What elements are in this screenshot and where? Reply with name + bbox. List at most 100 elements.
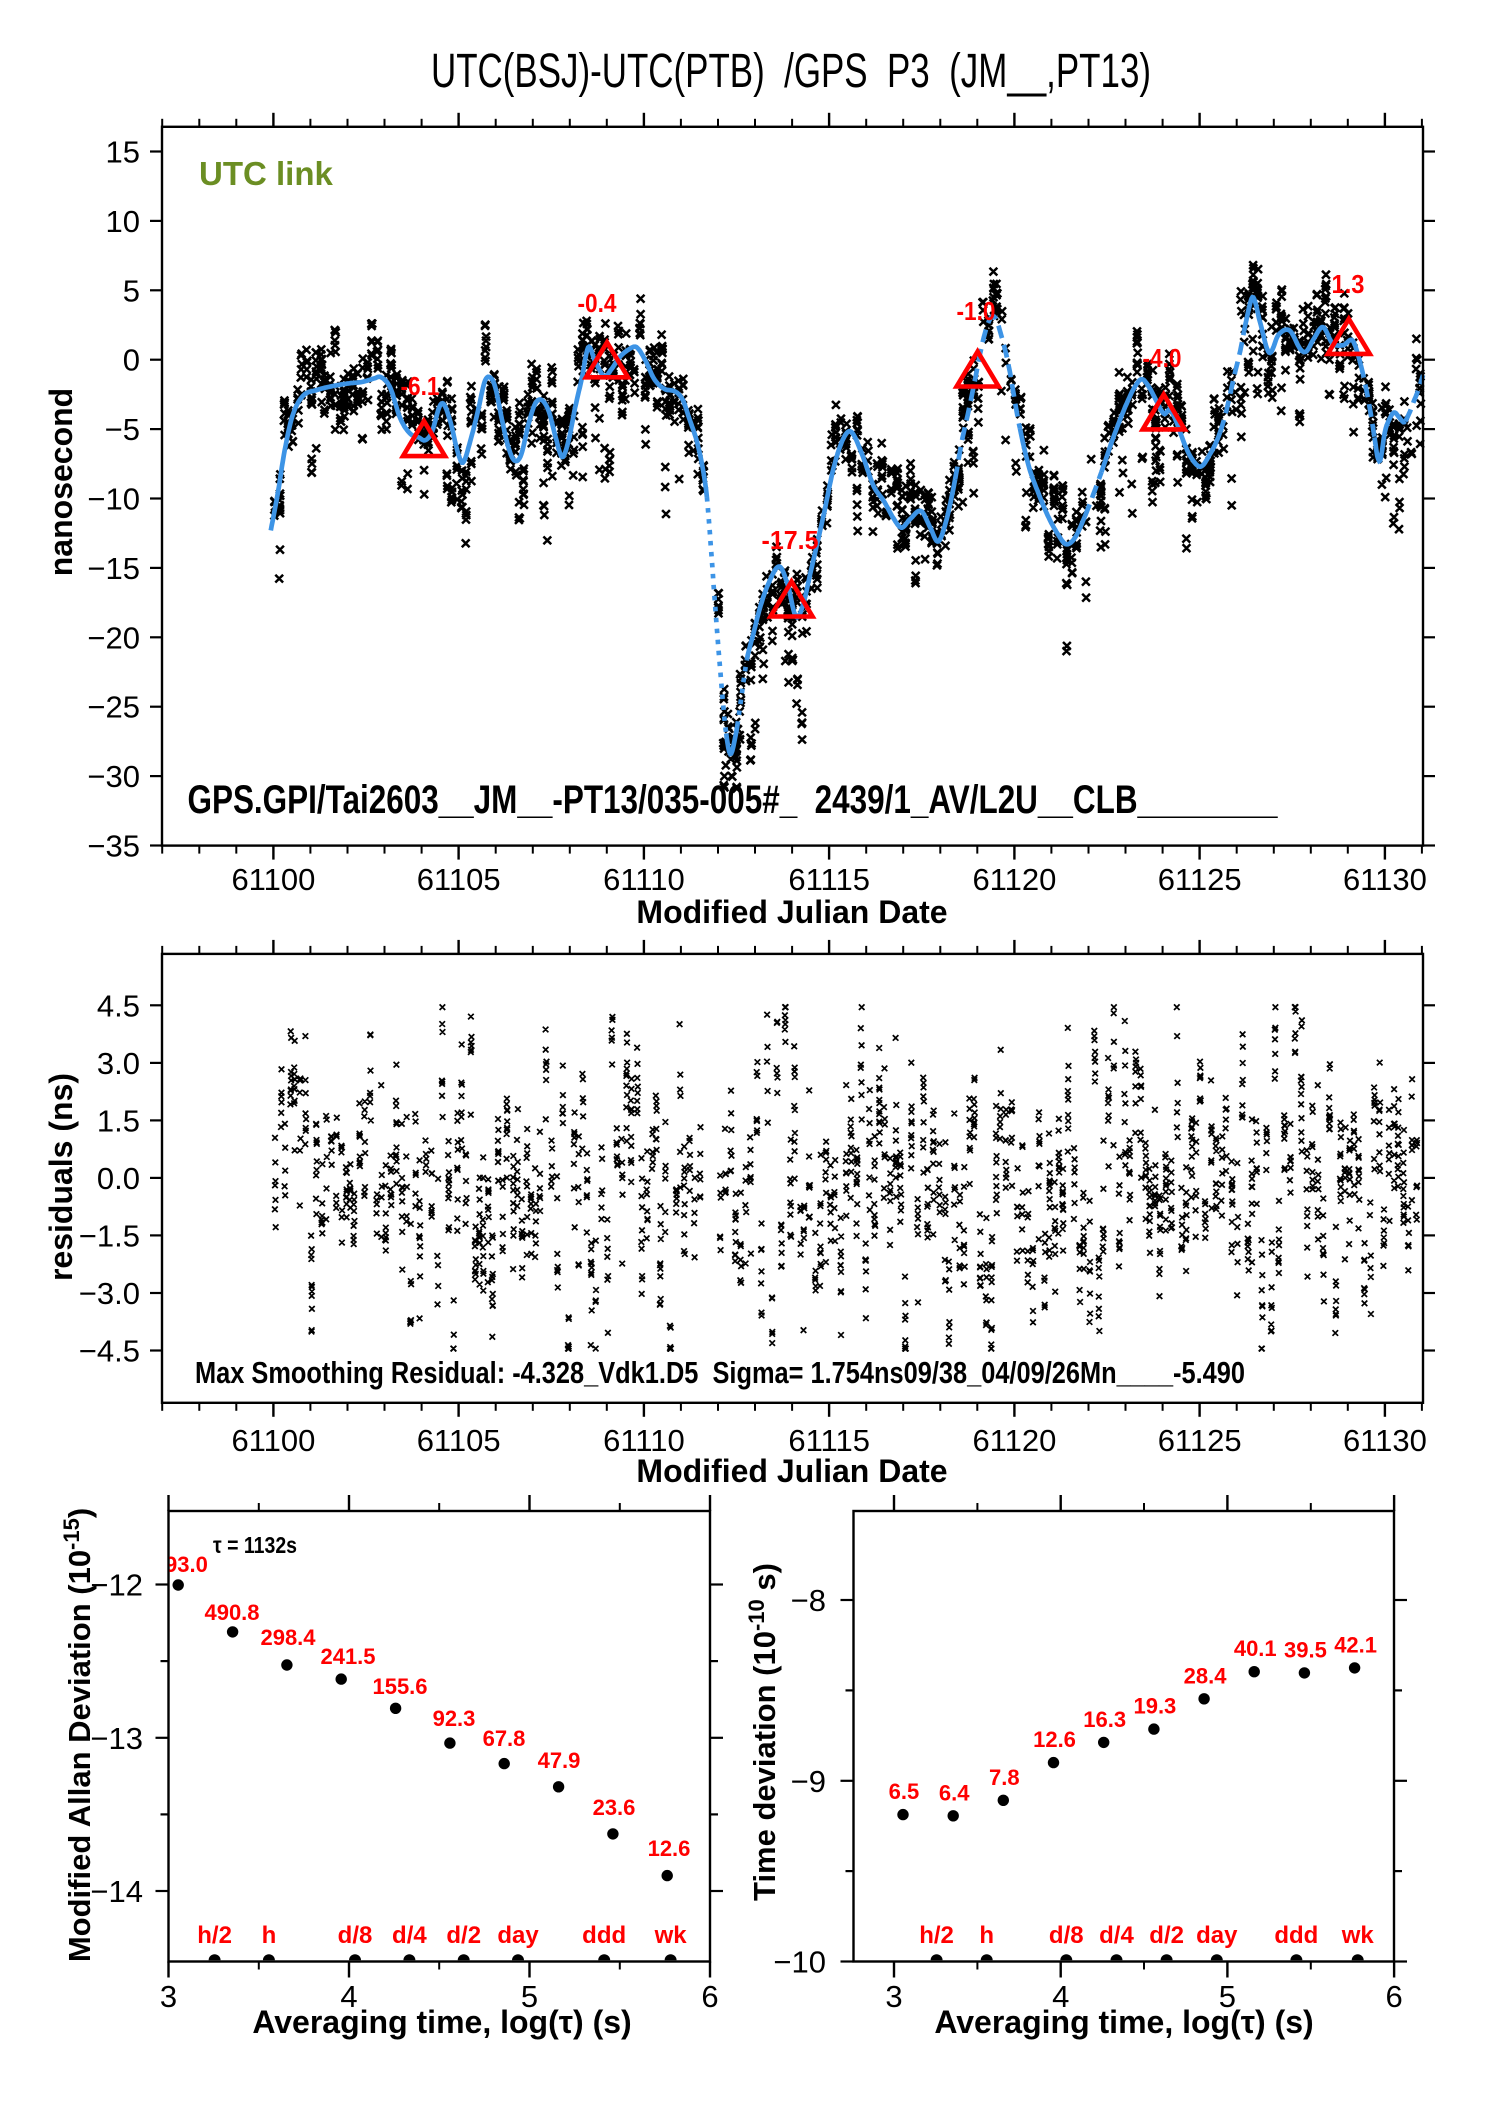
svg-text:61115: 61115: [788, 862, 870, 897]
svg-text:61125: 61125: [1158, 1423, 1242, 1458]
svg-text:92.3: 92.3: [433, 1706, 476, 1731]
svg-text:61100: 61100: [231, 1423, 315, 1458]
svg-text:−8: −8: [791, 1583, 826, 1618]
svg-text:−10: −10: [87, 482, 140, 517]
svg-text:47.9: 47.9: [538, 1748, 581, 1773]
svg-text:day: day: [497, 1922, 539, 1949]
svg-text:93.0: 93.0: [165, 1552, 208, 1577]
svg-text:61110: 61110: [603, 1423, 685, 1458]
svg-text:241.5: 241.5: [320, 1644, 375, 1669]
svg-text:10: 10: [106, 204, 140, 239]
svg-text:15: 15: [106, 135, 140, 170]
svg-text:0.0: 0.0: [97, 1161, 140, 1196]
svg-text:61115: 61115: [788, 1423, 870, 1458]
svg-text:298.4: 298.4: [260, 1625, 316, 1650]
svg-text:7.8: 7.8: [989, 1765, 1020, 1790]
svg-text:wk: wk: [654, 1922, 688, 1949]
svg-text:-4.0: -4.0: [1143, 343, 1182, 373]
svg-text:3: 3: [885, 1979, 902, 2014]
svg-text:d/8: d/8: [1049, 1922, 1084, 1949]
svg-text:490.8: 490.8: [204, 1600, 259, 1625]
svg-text:−10: −10: [773, 1945, 826, 1980]
svg-text:61105: 61105: [417, 862, 501, 897]
svg-text:−25: −25: [87, 690, 140, 725]
svg-text:τ = 1132s: τ = 1132s: [213, 1532, 297, 1558]
svg-text:5: 5: [521, 1979, 538, 2014]
svg-text:Max Smoothing Residual: -4.328: Max Smoothing Residual: -4.328_Vdk1.D5 S…: [195, 1355, 1245, 1390]
svg-text:ddd: ddd: [582, 1922, 626, 1949]
svg-text:4.5: 4.5: [97, 988, 140, 1023]
svg-text:6.4: 6.4: [939, 1780, 970, 1805]
svg-text:−12: −12: [90, 1568, 143, 1603]
svg-text:ddd: ddd: [1274, 1922, 1318, 1949]
svg-text:−9: −9: [791, 1764, 826, 1799]
svg-text:h: h: [262, 1922, 277, 1949]
svg-text:Modified Julian Date: Modified Julian Date: [636, 894, 947, 930]
svg-text:16.3: 16.3: [1083, 1707, 1126, 1732]
svg-text:-6.1: -6.1: [401, 371, 440, 401]
svg-text:h/2: h/2: [197, 1922, 232, 1949]
svg-text:5: 5: [1219, 1979, 1236, 2014]
svg-text:6.5: 6.5: [889, 1779, 920, 1804]
svg-text:61105: 61105: [417, 1423, 501, 1458]
svg-text:40.1: 40.1: [1234, 1636, 1277, 1661]
svg-text:−1.5: −1.5: [79, 1218, 140, 1253]
svg-text:wk: wk: [1341, 1922, 1375, 1949]
svg-text:4: 4: [340, 1979, 357, 2014]
svg-text:d/4: d/4: [1099, 1922, 1134, 1949]
svg-text:−30: −30: [87, 759, 140, 794]
svg-text:UTC(BSJ)-UTC(PTB) /GPS P3 (: UTC(BSJ)-UTC(PTB) /GPS P3 (JM__,PT13): [431, 45, 1151, 98]
svg-text:42.1: 42.1: [1334, 1632, 1377, 1657]
svg-text:61120: 61120: [972, 862, 1056, 897]
svg-text:3.0: 3.0: [97, 1046, 140, 1081]
svg-text:5: 5: [123, 273, 140, 308]
svg-text:d/8: d/8: [338, 1922, 373, 1949]
svg-text:61130: 61130: [1343, 1423, 1427, 1458]
svg-text:day: day: [1196, 1922, 1238, 1949]
svg-text:6: 6: [701, 1979, 718, 2014]
svg-text:h/2: h/2: [919, 1922, 954, 1949]
svg-text:12.6: 12.6: [1033, 1727, 1076, 1752]
svg-text:−5: −5: [105, 412, 140, 447]
svg-text:h: h: [979, 1922, 994, 1949]
svg-text:-17.5: -17.5: [762, 525, 819, 555]
svg-text:−20: −20: [87, 620, 140, 655]
svg-text:Modified Julian Date: Modified Julian Date: [636, 1453, 947, 1489]
svg-text:-0.4: -0.4: [578, 288, 617, 318]
svg-text:d/4: d/4: [392, 1922, 427, 1949]
svg-text:155.6: 155.6: [372, 1674, 427, 1699]
svg-text:−35: −35: [87, 829, 140, 864]
svg-text:19.3: 19.3: [1133, 1694, 1176, 1719]
svg-text:23.6: 23.6: [593, 1795, 636, 1820]
svg-text:61125: 61125: [1158, 862, 1242, 897]
svg-text:nanosecond: nanosecond: [43, 388, 79, 576]
svg-text:4: 4: [1052, 1979, 1069, 2014]
svg-text:GPS.GPI/Tai2603__JM__-PT13/035: GPS.GPI/Tai2603__JM__-PT13/035-005#_ 243…: [188, 778, 1279, 822]
svg-text:Averaging time, log(τ) (s): Averaging time, log(τ) (s): [934, 2004, 1313, 2040]
svg-text:3: 3: [160, 1979, 177, 2014]
svg-text:−14: −14: [90, 1874, 143, 1909]
svg-text:d/2: d/2: [1149, 1922, 1184, 1949]
svg-text:UTC link: UTC link: [199, 155, 333, 192]
svg-text:−3.0: −3.0: [79, 1276, 140, 1311]
svg-text:d/2: d/2: [446, 1922, 481, 1949]
svg-text:1.3: 1.3: [1332, 269, 1365, 299]
svg-text:28.4: 28.4: [1184, 1663, 1228, 1688]
svg-text:67.8: 67.8: [483, 1726, 526, 1751]
svg-text:−4.5: −4.5: [79, 1333, 140, 1368]
svg-text:0: 0: [123, 343, 140, 378]
svg-text:12.6: 12.6: [648, 1836, 691, 1861]
svg-text:residuals (ns): residuals (ns): [43, 1073, 79, 1281]
svg-text:−15: −15: [87, 551, 140, 586]
svg-text:-1.0: -1.0: [957, 296, 996, 326]
svg-text:Modified Allan Deviation (10-1: Modified Allan Deviation (10-15): [59, 1508, 97, 1962]
svg-text:−13: −13: [90, 1721, 143, 1756]
svg-text:61130: 61130: [1343, 862, 1427, 897]
svg-text:Averaging time, log(τ) (s): Averaging time, log(τ) (s): [252, 2004, 631, 2040]
svg-text:6: 6: [1385, 1979, 1402, 2014]
svg-text:61120: 61120: [972, 1423, 1056, 1458]
svg-text:61110: 61110: [603, 862, 685, 897]
svg-text:61100: 61100: [231, 862, 315, 897]
svg-text:39.5: 39.5: [1284, 1637, 1327, 1662]
svg-text:1.5: 1.5: [97, 1103, 140, 1138]
